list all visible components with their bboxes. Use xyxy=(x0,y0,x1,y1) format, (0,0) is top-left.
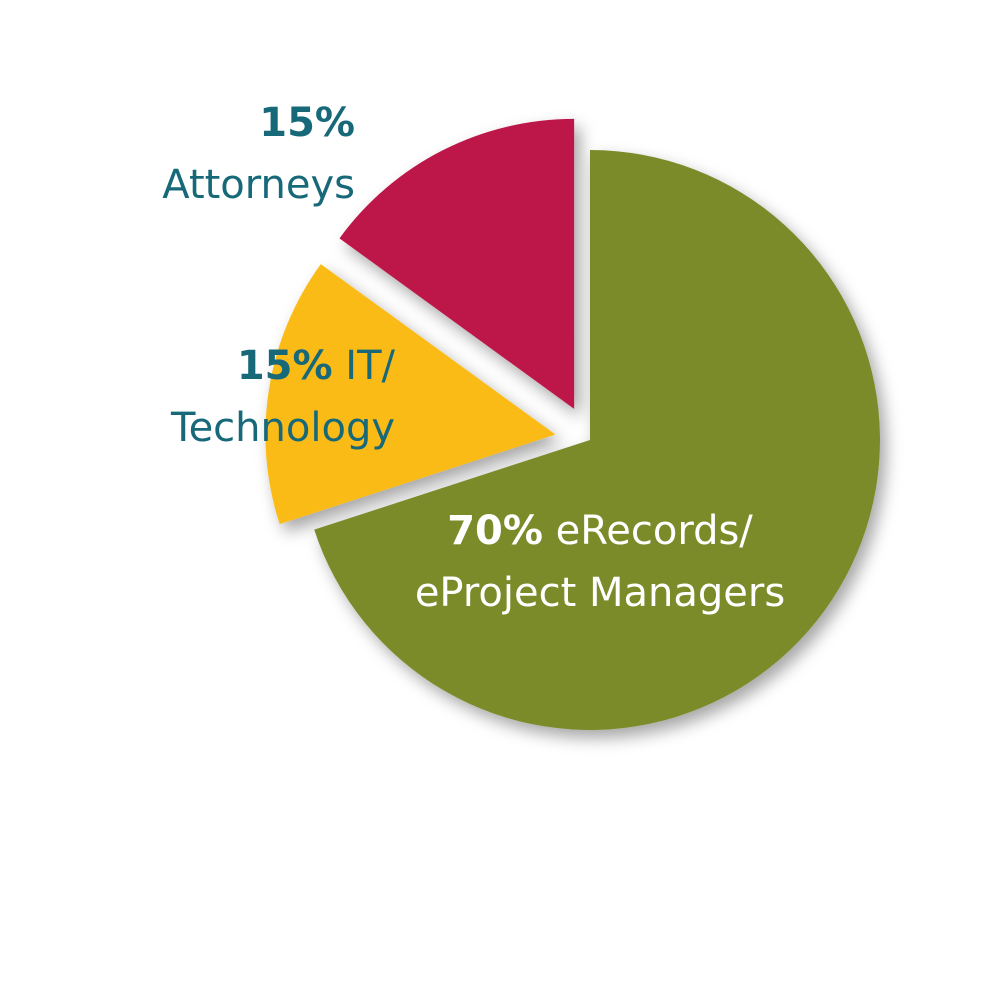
category-label: eRecords/ eProject Managers xyxy=(414,508,786,616)
pie xyxy=(265,118,880,730)
pie-slice xyxy=(265,264,556,525)
slice-label: 15% IT/ Technology xyxy=(110,335,395,459)
value-label: 70% xyxy=(447,508,543,554)
slice-label: 15% Attorneys xyxy=(60,92,355,216)
value-label: 15% xyxy=(259,100,355,146)
value-label: 15% xyxy=(236,343,333,389)
category-label: Attorneys xyxy=(162,162,355,208)
slice-label: 70% eRecords/ eProject Managers xyxy=(370,500,830,624)
pie-slice xyxy=(314,150,880,730)
category-label: IT/ Technology xyxy=(170,343,395,451)
pie-slice xyxy=(339,118,575,409)
